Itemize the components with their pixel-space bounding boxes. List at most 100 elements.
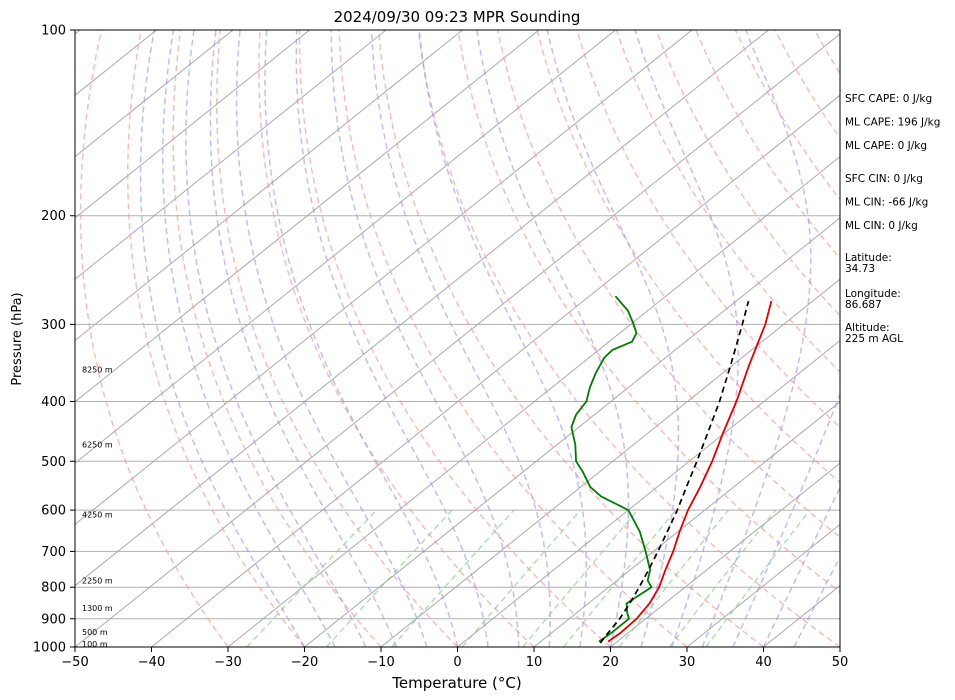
dry-adiabat <box>576 30 840 429</box>
height-label: 6250 m <box>82 441 113 450</box>
x-tick-label: 50 <box>832 655 849 670</box>
moist-adiabat <box>701 30 812 647</box>
dewpoint-profile <box>570 295 653 643</box>
x-tick-label: −30 <box>214 655 241 670</box>
mixing-ratio-line <box>705 509 811 647</box>
height-labels: 100 m 500 m 1300 m 2250 m 4250 m 6250 m 8250 m <box>82 365 113 649</box>
sounding-info-line: 34.73 <box>845 263 875 275</box>
sounding-info-line: Longitude: <box>845 288 901 300</box>
sounding-info-panel: SFC CAPE: 0 J/kg ML CAPE: 196 J/kg ML CAPE… <box>845 93 940 345</box>
profile-series-layer <box>570 295 773 644</box>
dry-adiabat <box>615 30 840 373</box>
y-tick-label: 300 <box>41 318 66 333</box>
isotherm-line <box>227 155 840 647</box>
x-axis-title: Temperature (°C) <box>391 674 521 692</box>
dry-adiabat <box>298 30 611 647</box>
sounding-info-line: 86.687 <box>845 299 882 311</box>
parcel-path <box>599 300 750 644</box>
x-tick-label: 40 <box>755 655 772 670</box>
y-axis-title: Pressure (hPa) <box>10 292 25 385</box>
y-tick-label: 1000 <box>33 641 66 656</box>
sounding-info-line: Latitude: <box>845 252 892 264</box>
isotherm-line <box>304 217 840 647</box>
isotherm-line <box>533 401 840 647</box>
mixing-ratio-line <box>562 509 677 647</box>
dry-adiabat <box>377 30 764 647</box>
axes-layer: −50 −40 −30 −20 −10 0 10 20 30 40 50 1000 900 800 700 6… <box>33 24 848 671</box>
sounding-info-line: ML CIN: 0 J/kg <box>845 220 918 232</box>
isotherm-line <box>686 523 840 647</box>
sounding-info-line: SFC CIN: 0 J/kg <box>845 173 923 185</box>
moist-adiabat <box>162 30 336 647</box>
dry-adiabat <box>79 30 229 647</box>
isotherm-line <box>75 30 387 280</box>
moist-adiabat <box>475 30 630 647</box>
x-tick-label: −20 <box>291 655 318 670</box>
x-tick-label: 20 <box>602 655 619 670</box>
height-label: 500 m <box>82 628 108 637</box>
x-tick-label: 0 <box>453 655 461 670</box>
height-label: 100 m <box>82 640 108 649</box>
mixing-ratio-line <box>522 509 639 647</box>
height-label: 2250 m <box>82 576 113 585</box>
isotherm-line <box>151 94 840 647</box>
chart-title: 2024/09/30 09:23 MPR Sounding <box>334 8 581 26</box>
sounding-info-line: ML CAPE: 196 J/kg <box>845 117 940 129</box>
moist-adiabat <box>732 392 840 647</box>
dry-adiabat <box>126 30 306 647</box>
dry-adiabat <box>216 30 459 647</box>
moist-adiabat <box>370 30 551 647</box>
dry-adiabat <box>536 30 840 484</box>
y-tick-label: 200 <box>41 209 66 224</box>
isotherm-line <box>0 30 4 647</box>
mixing-ratio-line <box>325 509 453 647</box>
height-label: 4250 m <box>82 511 113 520</box>
isotherm-line <box>75 30 769 587</box>
dry-adiabat <box>172 30 382 647</box>
y-tick-label: 900 <box>41 612 66 627</box>
y-tick-label: 100 <box>41 24 66 39</box>
moist-adiabat <box>418 30 587 647</box>
isotherm-line <box>610 462 840 647</box>
dry-adiabat <box>338 30 688 647</box>
mixing-ratio-line <box>461 509 581 647</box>
moist-adiabat <box>185 30 367 647</box>
mixing-ratio-line <box>391 509 515 647</box>
sounding-info-line: SFC CAPE: 0 J/kg <box>845 93 932 105</box>
isotherm-line <box>75 30 540 403</box>
x-tick-label: −40 <box>138 655 165 670</box>
isotherm-line <box>75 30 616 464</box>
mixing-ratio-line <box>246 509 377 647</box>
sounding-info-line: Altitude: <box>845 322 890 334</box>
x-tick-label: 10 <box>526 655 543 670</box>
height-label: 8250 m <box>82 365 113 374</box>
background-reference-lines <box>0 30 840 647</box>
sounding-info-line: ML CAPE: 0 J/kg <box>845 140 927 152</box>
isotherm-line <box>75 33 840 647</box>
x-tick-label: 30 <box>679 655 696 670</box>
y-tick-label: 400 <box>41 395 66 410</box>
temperature-profile <box>607 300 773 643</box>
isotherm-line <box>75 30 463 342</box>
mixing-ratio-line <box>668 509 777 647</box>
height-label: 1300 m <box>82 604 113 613</box>
dry-adiabat <box>655 30 840 317</box>
isotherm-line <box>75 30 234 158</box>
moist-adiabat <box>634 30 740 647</box>
isotherm-line <box>75 30 693 526</box>
moist-adiabat <box>264 30 459 647</box>
y-tick-label: 500 <box>41 455 66 470</box>
moist-adiabat <box>235 30 428 647</box>
moist-adiabat <box>330 30 520 647</box>
moist-adiabat <box>295 30 489 647</box>
y-tick-label: 600 <box>41 504 66 519</box>
y-tick-label: 800 <box>41 581 66 596</box>
moist-adiabat <box>139 30 306 647</box>
y-tick-label: 700 <box>41 545 66 560</box>
mixing-ratio-line <box>618 509 729 647</box>
dry-adiabat <box>258 30 535 647</box>
isotherm-line <box>380 278 840 647</box>
isotherm-line <box>75 30 310 219</box>
x-tick-label: −10 <box>367 655 394 670</box>
